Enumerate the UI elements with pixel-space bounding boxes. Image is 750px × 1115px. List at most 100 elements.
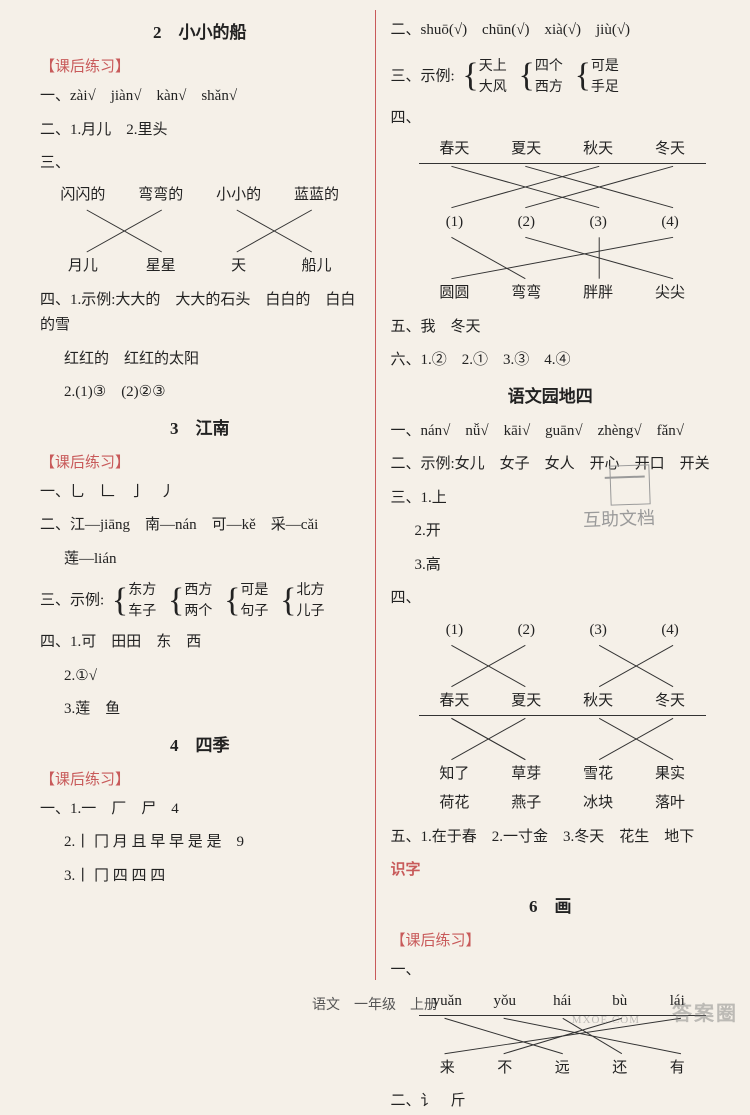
h6-lines — [415, 1016, 711, 1056]
j4c: 3.莲 鱼 — [40, 697, 360, 723]
l3-block: 三、 闪闪的 弯弯的 小小的 蓝蓝的 月儿 星星 天 — [40, 151, 360, 280]
r1: 二、shuō(√) chūn(√) xià(√) jiù(√) — [391, 18, 711, 44]
r4-bot-0: 圆圆 — [419, 281, 491, 307]
l3-bot-0: 月儿 — [44, 254, 122, 280]
h6b0: 来 — [419, 1056, 477, 1082]
j2: 二、江—jiāng 南—nán 可—kě 采—cǎi — [40, 513, 360, 539]
y4-bot2-2: 冰块 — [562, 791, 634, 817]
r5: 五、我 冬天 — [391, 315, 711, 341]
r3-g3: { 可是手足 — [575, 56, 619, 98]
h6b3: 还 — [591, 1056, 649, 1082]
r4-top-0: 春天 — [419, 137, 491, 164]
l3-label: 三、 — [40, 155, 70, 171]
l4c: 2.(1)③ (2)②③ — [40, 380, 360, 406]
r3-g2: { 四个西方 — [519, 56, 563, 98]
j3-g2: { 西方两个 — [168, 580, 212, 622]
h6-2: 二、讠 斤 — [391, 1089, 711, 1115]
l3-top-2: 小小的 — [200, 183, 278, 209]
h6-1-block: 一、 yuǎn yǒu hái bù lái 来 — [391, 958, 711, 1082]
yuandisi-title: 语文园地四 — [391, 382, 711, 407]
r6: 六、1.② 2.① 3.③ 4.④ — [391, 348, 711, 374]
y5: 五、1.在于春 2.一寸金 3.冬天 花生 地下 — [391, 825, 711, 851]
r3-g1: { 天上大风 — [462, 56, 506, 98]
j2b: 莲—lián — [40, 547, 360, 573]
y4-top-3: (4) — [634, 618, 706, 644]
r3-block: 三、示例: { 天上大风 { 四个西方 { 可是手足 — [391, 56, 711, 98]
y4-bot2-1: 燕子 — [490, 791, 562, 817]
y4-top-1: (2) — [490, 618, 562, 644]
s3: 3.丨 冂 四 四 四 — [40, 864, 360, 890]
l3-bot-3: 船儿 — [278, 254, 356, 280]
stamp-text: 互助文档 — [583, 504, 656, 532]
l1: 一、zài√ jiàn√ kàn√ shǎn√ — [40, 84, 360, 110]
j3-label: 三、示例: — [40, 592, 104, 608]
j1: 一、乚 𠃊 亅 丿 — [40, 480, 360, 506]
h6t0: yuǎn — [419, 989, 477, 1016]
khlx-label-4: 【课后练习】 — [391, 929, 711, 950]
y4-bot1-0: 知了 — [419, 762, 491, 788]
l3-top-1: 弯弯的 — [122, 183, 200, 209]
lesson-6-title: 6 画 — [391, 892, 711, 917]
l3-top-3: 蓝蓝的 — [278, 183, 356, 209]
l2: 二、1.月儿 2.里头 — [40, 118, 360, 144]
r4-top-2: 秋天 — [562, 137, 634, 164]
lesson-4-title: 4 四季 — [40, 731, 360, 756]
r4-top-3: 冬天 — [634, 137, 706, 164]
y3a: 三、1.上 — [391, 486, 711, 512]
y4-bot1-2: 雪花 — [562, 762, 634, 788]
y3b: 2.开 — [391, 519, 711, 545]
y4-mid-3: 冬天 — [634, 689, 706, 716]
j3-g3: { 可是句子 — [224, 580, 268, 622]
l3-bot-1: 星星 — [122, 254, 200, 280]
h6t3: bù — [591, 989, 649, 1016]
r4-bot-3: 尖尖 — [634, 281, 706, 307]
y4-bot1-3: 果实 — [634, 762, 706, 788]
l4a: 四、1.示例:大大的 大大的石头 白白的 白白的雪 — [40, 288, 360, 339]
r4-label: 四、 — [391, 110, 421, 126]
stamp-icon — [609, 464, 650, 505]
watermark-url: MXOE.COM — [572, 1014, 640, 1026]
r4-bot-1: 弯弯 — [490, 281, 562, 307]
y1: 一、nán√ nǚ√ kāi√ guān√ zhèng√ fǎn√ — [391, 419, 711, 445]
l4b: 红红的 红红的太阳 — [40, 347, 360, 373]
y4-lines-a — [415, 643, 711, 689]
khlx-label-2: 【课后练习】 — [40, 451, 360, 472]
r4-lines-a — [415, 164, 711, 210]
khlx-label-3: 【课后练习】 — [40, 768, 360, 789]
lesson-2-title: 2 小小的船 — [40, 18, 360, 43]
h6b1: 不 — [476, 1056, 534, 1082]
y4-top-2: (3) — [562, 618, 634, 644]
y4-bot2-0: 荷花 — [419, 791, 491, 817]
y4-bot2-3: 落叶 — [634, 791, 706, 817]
y2: 二、示例:女儿 女子 女人 开心 开口 开关 — [391, 452, 711, 478]
y4-lines-b — [415, 716, 711, 762]
j3-g1: { 东方车子 — [112, 580, 156, 622]
h6t2: hái — [534, 989, 592, 1016]
y4-top-0: (1) — [419, 618, 491, 644]
j4b: 2.①√ — [40, 664, 360, 690]
y3c: 3.高 — [391, 553, 711, 579]
y4-mid-2: 秋天 — [562, 689, 634, 716]
j3-block: 三、示例: { 东方车子 { 西方两个 { 可是句子 { 北方儿子 — [40, 580, 360, 622]
h6b4: 有 — [649, 1056, 707, 1082]
y4-mid-1: 夏天 — [490, 689, 562, 716]
s1: 一、1.一 厂 尸 4 — [40, 797, 360, 823]
lesson-3-title: 3 江南 — [40, 414, 360, 439]
h6t1: yǒu — [476, 989, 534, 1016]
shizi-label: 识字 — [391, 858, 711, 884]
l3-bot-2: 天 — [200, 254, 278, 280]
r4-lines-b — [415, 235, 711, 281]
y4-block: 四、 (1) (2) (3) (4) 春天 夏天 秋天 — [391, 586, 711, 817]
y4-bot1-1: 草芽 — [490, 762, 562, 788]
l3-lines — [40, 208, 360, 254]
s2: 2.丨 冂 月 且 早 早 是 是 9 — [40, 830, 360, 856]
y4-mid-0: 春天 — [419, 689, 491, 716]
r4-mid-0: (1) — [419, 210, 491, 236]
y4-label: 四、 — [391, 590, 421, 606]
r4-mid-1: (2) — [490, 210, 562, 236]
j3-g4: { 北方儿子 — [280, 580, 324, 622]
column-divider — [375, 10, 376, 980]
r4-mid-3: (4) — [634, 210, 706, 236]
r4-mid-2: (3) — [562, 210, 634, 236]
r3-label: 三、示例: — [391, 68, 455, 84]
